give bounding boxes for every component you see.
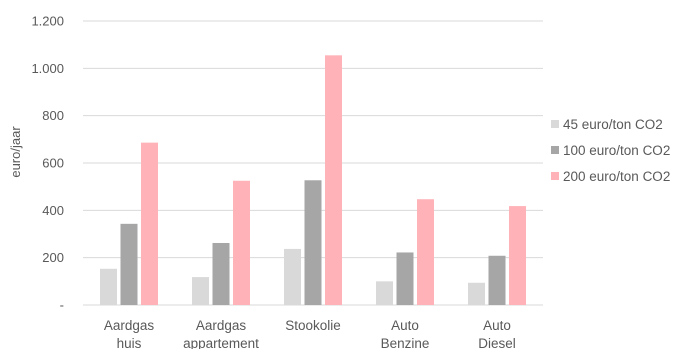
- y-axis-ticks: - 200 400 600 800 1.000 1.200: [31, 14, 64, 313]
- y-tick-label: 200: [42, 250, 64, 265]
- x-tick-label: Aardgas: [104, 318, 155, 333]
- x-tick-label: Auto: [391, 318, 419, 333]
- legend-swatch: [551, 172, 559, 180]
- x-axis-labels: Aardgas huis Aardgas appartement Stookolie Au…: [104, 318, 516, 349]
- x-tick-label: Auto: [483, 318, 511, 333]
- legend-label: 200 euro/ton CO2: [563, 169, 670, 184]
- y-tick-label: 1.000: [31, 61, 64, 76]
- bars: [100, 55, 526, 305]
- bar: [417, 199, 434, 305]
- legend-label: 100 euro/ton CO2: [563, 143, 670, 158]
- y-axis-label: euro/jaar: [8, 126, 23, 178]
- bar: [304, 180, 322, 305]
- y-tick-label: 1.200: [31, 14, 64, 29]
- x-tick-label-line2: Benzine: [381, 336, 430, 349]
- x-tick-label-line2: huis: [117, 336, 142, 349]
- bar: [233, 180, 250, 305]
- legend-label: 45 euro/ton CO2: [563, 117, 663, 132]
- bar: [396, 252, 414, 305]
- y-tick-label: 400: [42, 203, 64, 218]
- bar: [284, 248, 301, 305]
- y-tick-label: 600: [42, 156, 64, 171]
- bar: [120, 223, 138, 305]
- bar: [509, 206, 526, 305]
- bar: [325, 55, 342, 305]
- bar: [376, 281, 393, 305]
- bar: [100, 268, 117, 305]
- y-tick-label: 800: [42, 108, 64, 123]
- bar: [141, 142, 158, 305]
- x-tick-label-line2: appartement: [183, 336, 259, 349]
- x-tick-label-line2: Diesel: [478, 336, 516, 349]
- x-tick-label: Aardgas: [196, 318, 247, 333]
- x-tick-label: Stookolie: [285, 318, 341, 333]
- bar: [192, 277, 209, 305]
- legend-swatch: [551, 146, 559, 154]
- bar: [468, 282, 485, 305]
- legend: 45 euro/ton CO2 100 euro/ton CO2 200 euro/…: [551, 117, 670, 184]
- legend-swatch: [551, 120, 559, 128]
- bar: [212, 242, 230, 305]
- bar: [488, 255, 506, 305]
- y-tick-label: -: [60, 298, 64, 313]
